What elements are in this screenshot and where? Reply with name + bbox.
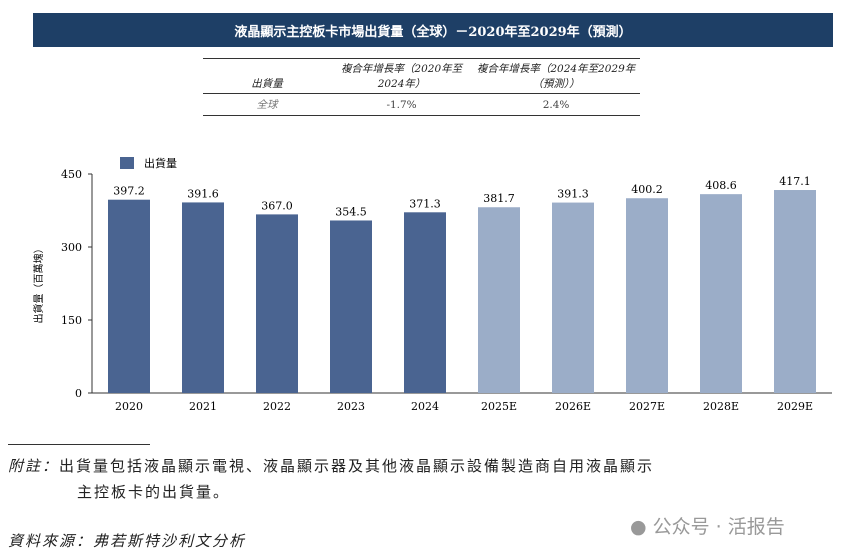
data-label: 408.6 <box>705 179 737 192</box>
header-cagr-2020-2024: 複合年增長率（2020年至2024年） <box>331 58 473 94</box>
x-tick-label: 2027E <box>629 400 665 413</box>
header-shipment: 出貨量 <box>203 58 331 94</box>
bar-chart: 0 150 300 450 出貨量（百萬塊） 397.2 2020 391.6 2021 367.… <box>32 156 832 413</box>
legend-label: 出貨量 <box>144 156 177 170</box>
divider <box>8 444 150 445</box>
data-label: 391.6 <box>187 187 219 200</box>
x-tick-label: 2024 <box>411 400 439 413</box>
header-cagr-2024-2029: 複合年增長率（2024年至2029年（預測）） <box>472 58 640 94</box>
y-tick-label: 450 <box>61 168 82 181</box>
data-label: 371.3 <box>409 197 441 210</box>
note-label: 附註： <box>8 457 60 475</box>
watermark: ● 公众号 · 活报告 <box>630 516 785 538</box>
wechat-icon: ● <box>630 516 647 538</box>
data-label: 367.0 <box>261 199 293 212</box>
bar <box>626 198 668 393</box>
bar <box>256 214 298 393</box>
data-label: 381.7 <box>483 192 515 205</box>
x-tick-label: 2020 <box>115 400 143 413</box>
y-tick-label: 150 <box>61 314 82 327</box>
data-label: 391.3 <box>557 188 589 201</box>
bar <box>404 212 446 393</box>
x-tick-label: 2029E <box>777 400 813 413</box>
note-text-cont: 主控板卡的出貨量。 <box>77 483 231 501</box>
cell: 2.4% <box>472 93 640 116</box>
bar <box>182 202 224 393</box>
y-tick-label: 300 <box>61 241 82 254</box>
bar <box>478 207 520 393</box>
table-row: 全球 -1.7% 2.4% <box>203 93 640 116</box>
x-tick-label: 2028E <box>703 400 739 413</box>
x-tick-label: 2026E <box>555 400 591 413</box>
x-tick-label: 2022 <box>263 400 291 413</box>
bar <box>330 220 372 393</box>
bar <box>700 194 742 393</box>
cell: -1.7% <box>331 93 473 116</box>
cagr-table: 出貨量 複合年增長率（2020年至2024年） 複合年增長率（2024年至202… <box>203 58 640 116</box>
bar <box>552 202 594 393</box>
legend-swatch <box>120 157 134 169</box>
chart-title: 液晶顯示主控板卡市場出貨量（全球）－2020年至2029年（預測） <box>33 13 833 47</box>
bar <box>774 190 816 393</box>
row-label: 全球 <box>203 93 331 116</box>
x-tick-label: 2025E <box>481 400 517 413</box>
x-tick-label: 2023 <box>337 400 365 413</box>
source: 資料來源：弗若斯特沙利文分析 <box>8 532 247 550</box>
note-text: 出貨量包括液晶顯示電視、液晶顯示器及其他液晶顯示設備製造商自用液晶顯示 <box>59 457 655 475</box>
bar <box>108 199 150 393</box>
data-label: 400.2 <box>631 183 663 196</box>
data-label: 417.1 <box>779 175 811 188</box>
y-axis-label: 出貨量（百萬塊） <box>32 244 45 324</box>
x-tick-label: 2021 <box>189 400 217 413</box>
y-tick-label: 0 <box>75 387 82 400</box>
data-label: 354.5 <box>335 205 367 218</box>
data-label: 397.2 <box>113 185 145 198</box>
